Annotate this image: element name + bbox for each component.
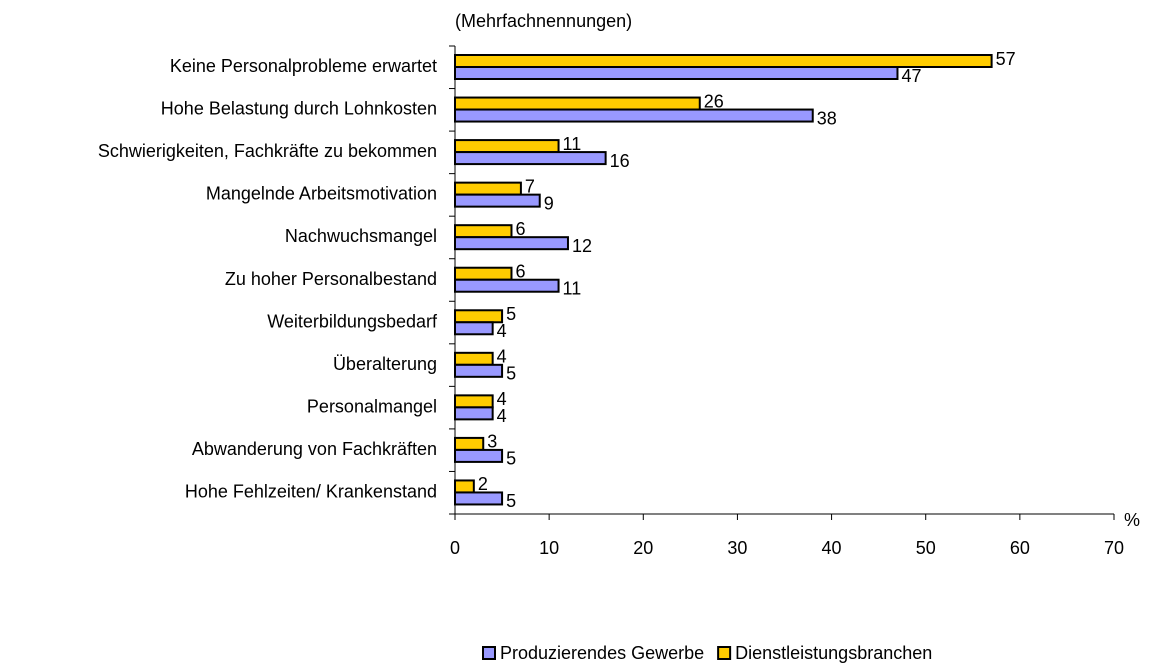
x-tick-label: 60 <box>1010 538 1030 558</box>
bar <box>454 96 701 111</box>
bar <box>454 193 541 208</box>
data-label: 7 <box>525 176 535 196</box>
bar <box>454 406 494 421</box>
data-label: 11 <box>563 134 582 154</box>
bar <box>454 266 513 281</box>
bar <box>454 491 504 506</box>
data-label: 4 <box>497 347 507 367</box>
x-tick-label: 70 <box>1104 538 1124 558</box>
y-tick-label: Weiterbildungsbedarf <box>267 311 438 331</box>
legend-swatch <box>717 646 732 660</box>
bar <box>454 309 504 324</box>
data-label: 38 <box>817 108 837 128</box>
bar <box>454 278 560 293</box>
data-label: 5 <box>506 364 516 384</box>
data-label: 2 <box>478 474 488 494</box>
data-label: 5 <box>506 491 516 511</box>
bar <box>454 181 522 196</box>
x-tick-label: 10 <box>539 538 559 558</box>
data-label: 26 <box>704 91 724 111</box>
x-tick-label: 20 <box>633 538 653 558</box>
x-tick-label: 50 <box>916 538 936 558</box>
data-label: 6 <box>515 261 525 281</box>
data-label: 16 <box>610 151 630 171</box>
bar <box>454 224 513 239</box>
data-label: 9 <box>544 193 554 213</box>
x-tick-label: 40 <box>822 538 842 558</box>
data-label: 3 <box>487 432 497 452</box>
data-label: 11 <box>563 278 582 298</box>
x-tick-label: 0 <box>450 538 460 558</box>
legend-label: Dienstleistungsbranchen <box>735 643 932 663</box>
data-label: 5 <box>506 304 516 324</box>
bar <box>454 363 504 378</box>
chart-title: (Mehrfachnennungen) <box>455 11 632 31</box>
data-label: 6 <box>515 219 525 239</box>
y-tick-label: Zu hoher Personalbestand <box>225 269 437 289</box>
y-tick-label: Keine Personalprobleme erwartet <box>170 56 437 76</box>
bar <box>454 236 569 251</box>
bar <box>454 436 485 451</box>
bar <box>454 321 494 336</box>
y-tick-label: Hohe Belastung durch Lohnkosten <box>161 99 437 119</box>
bar <box>454 108 814 123</box>
x-axis-unit: % <box>1124 510 1140 530</box>
data-label: 12 <box>572 236 592 256</box>
legend-swatch <box>482 646 496 660</box>
y-tick-label: Hohe Fehlzeiten/ Krankenstand <box>185 481 437 501</box>
data-label: 57 <box>996 49 1016 69</box>
y-tick-label: Personalmangel <box>307 396 437 416</box>
bar <box>454 66 899 80</box>
bar <box>454 394 494 409</box>
data-label: 5 <box>506 449 516 469</box>
bar <box>454 448 504 463</box>
x-tick-label: 30 <box>727 538 747 558</box>
y-tick-label: Abwanderung von Fachkräften <box>192 439 437 459</box>
y-tick-label: Nachwuchsmangel <box>285 226 437 246</box>
bar <box>454 151 607 166</box>
data-label: 4 <box>497 406 507 426</box>
bar <box>454 479 475 494</box>
y-tick-label: Überalterung <box>333 354 437 374</box>
legend-label: Produzierendes Gewerbe <box>500 643 704 663</box>
y-tick-label: Schwierigkeiten, Fachkräfte zu bekommen <box>98 141 437 161</box>
bar <box>454 139 560 154</box>
data-label: 4 <box>497 389 507 409</box>
y-tick-label: Mangelnde Arbeitsmotivation <box>206 184 437 204</box>
bar <box>454 351 494 366</box>
data-label: 4 <box>497 321 507 341</box>
data-label: 47 <box>901 66 921 86</box>
